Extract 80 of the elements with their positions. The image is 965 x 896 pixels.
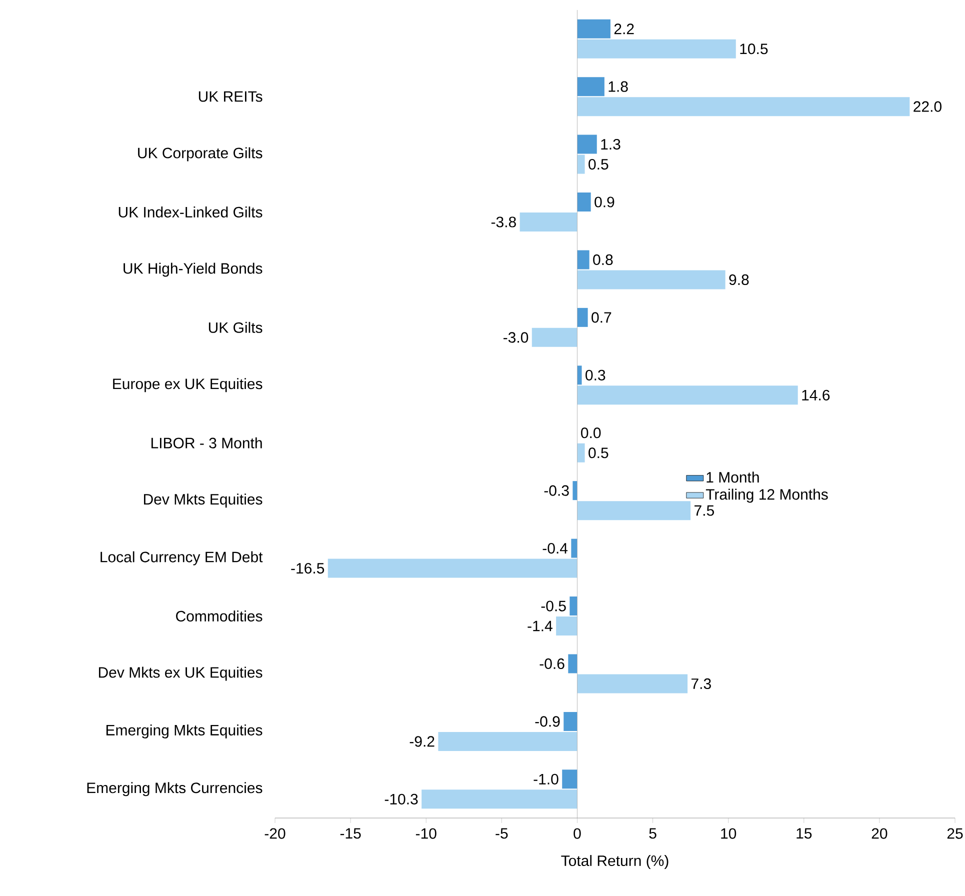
y-tick-label: UK Corporate Gilts — [138, 147, 262, 162]
y-tick-label: UK High-Yield Bonds — [124, 262, 262, 277]
legend-label: Trailing 12 Months — [706, 488, 828, 503]
y-tick-label: LIBOR - 3 Month — [151, 437, 262, 448]
x-tick-label: 10 — [721, 828, 736, 839]
y-tick-label: UK REITs — [198, 91, 262, 102]
data-label: -3.8 — [491, 216, 516, 228]
y-tick-label: Commodities — [176, 610, 262, 622]
bar — [577, 250, 590, 270]
y-tick-label: Dev Mkts ex UK Equities — [98, 666, 262, 681]
data-label: -0.3 — [544, 485, 569, 496]
bar — [577, 308, 588, 327]
x-tick-label: -5 — [496, 828, 508, 839]
bar — [577, 386, 798, 405]
bar — [577, 39, 736, 58]
bar — [577, 19, 610, 38]
bar — [532, 328, 578, 347]
bar — [577, 134, 597, 154]
x-tick-label: 5 — [649, 828, 656, 839]
bar — [570, 596, 578, 616]
bar — [572, 481, 578, 500]
data-label: -1.0 — [534, 774, 558, 784]
bar — [556, 616, 578, 636]
x-tick-label: -15 — [340, 828, 361, 839]
bar — [577, 674, 688, 694]
bar — [568, 654, 578, 674]
data-label: 0.9 — [594, 196, 614, 208]
data-label: 1.8 — [608, 81, 628, 92]
data-label: 2.2 — [614, 24, 634, 34]
x-tick-label: 20 — [872, 828, 888, 839]
data-label: 7.3 — [692, 678, 711, 690]
bar — [564, 712, 578, 731]
data-label: -16.5 — [291, 562, 324, 574]
data-label: 9.8 — [729, 274, 749, 286]
bar — [438, 732, 578, 751]
data-label: 0.0 — [581, 428, 601, 438]
data-label: 14.6 — [802, 390, 830, 400]
data-label: 0.3 — [586, 370, 606, 380]
bar — [577, 154, 585, 174]
data-label: -10.3 — [384, 794, 418, 804]
bar — [577, 77, 604, 96]
data-label: -0.4 — [542, 542, 568, 554]
data-label: 0.5 — [588, 158, 608, 170]
data-label: 22.0 — [914, 101, 942, 112]
bar — [571, 538, 578, 558]
bar — [577, 97, 910, 116]
bar — [577, 192, 591, 212]
bar — [577, 443, 585, 462]
bar — [328, 558, 578, 578]
data-label: -0.6 — [540, 658, 564, 670]
data-label: 0.7 — [592, 312, 612, 323]
data-label: 0.8 — [593, 254, 613, 266]
x-axis-title: Total Return (%) — [561, 855, 668, 870]
data-label: 10.5 — [740, 44, 768, 54]
y-tick-label: Europe ex UK Equities — [113, 378, 262, 392]
data-label: -0.5 — [541, 600, 566, 612]
x-tick-label: 25 — [947, 828, 963, 839]
x-tick-label: -10 — [416, 828, 436, 839]
bar — [577, 270, 726, 290]
x-tick-label: 15 — [796, 828, 812, 839]
bar — [577, 501, 691, 520]
data-label: -1.4 — [528, 620, 552, 632]
legend-label: 1 Month — [706, 472, 759, 483]
y-tick-label: Emerging Mkts Currencies — [87, 782, 262, 796]
y-tick-label: Local Currency EM Debt — [100, 551, 263, 566]
x-tick-label: 0 — [574, 828, 581, 839]
x-tick-label: -20 — [264, 828, 286, 839]
bar — [422, 790, 578, 809]
y-tick-label: Dev Mkts Equities — [144, 494, 262, 508]
data-label: -0.9 — [535, 716, 560, 727]
bar — [562, 770, 578, 789]
data-label: 0.5 — [588, 448, 608, 458]
y-tick-label: Emerging Mkts Equities — [106, 724, 262, 738]
data-label: -3.0 — [504, 332, 528, 343]
y-tick-label: UK Gilts — [208, 322, 262, 333]
data-label: 1.3 — [601, 138, 620, 150]
data-label: 7.5 — [694, 505, 714, 516]
y-tick-label: UK Index-Linked Gilts — [118, 206, 262, 218]
bar — [520, 212, 578, 232]
data-label: -9.2 — [410, 736, 434, 747]
